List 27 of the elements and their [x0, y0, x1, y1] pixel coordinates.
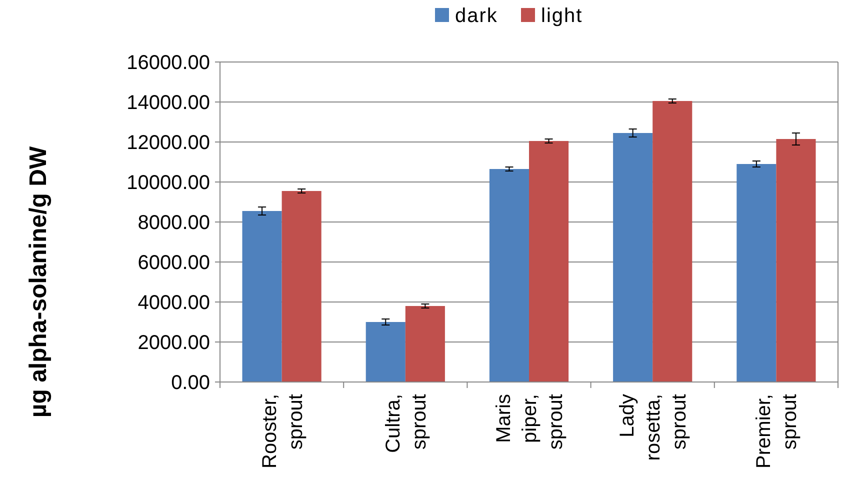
x-tick-label: Rooster, sprout: [258, 394, 307, 468]
bar: [652, 101, 692, 382]
bar: [282, 191, 322, 382]
y-tick-label: 0.00: [171, 372, 210, 394]
bar: [776, 139, 816, 382]
y-tick-label: 4000.00: [138, 292, 210, 314]
y-tick-label: 10000.00: [126, 172, 210, 194]
y-tick-label: 8000.00: [138, 212, 210, 234]
y-tick-label: 6000.00: [138, 252, 210, 274]
legend-label: dark: [455, 5, 498, 27]
bar: [529, 141, 569, 382]
x-tick-label: Cultra, sprout: [382, 394, 430, 453]
legend-label: light: [541, 5, 583, 27]
bar: [736, 164, 776, 382]
y-tick-label: 12000.00: [126, 132, 210, 154]
bar: [405, 306, 445, 382]
bar: [613, 133, 653, 382]
x-tick-label: Maris piper, sprout: [493, 394, 567, 450]
x-tick-label: Lady rosetta, sprout: [616, 394, 691, 461]
y-axis-title: µg alpha-solanine/g DW: [25, 146, 52, 418]
y-tick-label: 14000.00: [126, 92, 210, 114]
bar: [489, 169, 529, 382]
y-tick-label: 16000.00: [126, 52, 210, 74]
bar: [366, 322, 406, 382]
y-tick-label: 2000.00: [138, 332, 210, 354]
x-tick-label: Premier, sprout: [753, 394, 802, 468]
bar: [242, 211, 282, 382]
